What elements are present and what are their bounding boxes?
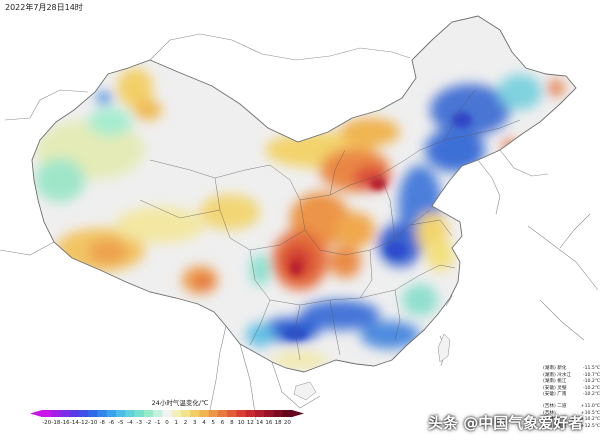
legend-swatch bbox=[273, 410, 284, 417]
legend-tick: -18 bbox=[51, 420, 61, 426]
legend-tick: -3 bbox=[136, 420, 142, 426]
legend-tick: -16 bbox=[60, 420, 70, 426]
taiwan-island bbox=[437, 333, 451, 363]
top-cooling-stations: (湖南) 新化 -11.5℃ (湖南) 冷水江 -10.7℃ (湖南) 桃江 -10.2℃… bbox=[543, 366, 600, 399]
legend-swatch bbox=[125, 410, 135, 417]
legend-arrow-min bbox=[30, 410, 42, 417]
legend-swatch bbox=[282, 410, 293, 417]
legend-tick: 3 bbox=[193, 420, 197, 426]
legend-swatch bbox=[97, 410, 108, 417]
station-value: -10.7℃ bbox=[582, 372, 600, 378]
station-value: -11.5℃ bbox=[582, 366, 600, 371]
legend-swatch bbox=[245, 410, 256, 417]
legend-tick: 18 bbox=[274, 420, 282, 426]
station-value: -10.2℃ bbox=[582, 385, 600, 391]
legend-swatch bbox=[199, 410, 209, 417]
legend-swatch bbox=[106, 410, 117, 417]
station-name: (安徽) 灵璧 bbox=[543, 385, 567, 391]
station-name: (四川) 峨边 bbox=[543, 423, 567, 429]
station-row: (湖南) 新化 -11.5℃ bbox=[543, 366, 600, 373]
legend-title: 24小时气温变化/℃ bbox=[151, 399, 209, 407]
legend-tick: 1 bbox=[174, 420, 179, 426]
station-name: (湖南) 冷水江 bbox=[543, 372, 572, 378]
china-outline bbox=[31, 15, 577, 373]
legend-tick: -20 bbox=[42, 420, 52, 426]
legend-tick: -8 bbox=[99, 420, 105, 426]
station-value: +12.5℃ bbox=[580, 423, 600, 429]
legend-arrow-max bbox=[292, 410, 304, 417]
legend-colorbar bbox=[30, 410, 304, 417]
legend-tick: -6 bbox=[108, 420, 115, 426]
legend-tick: -12 bbox=[79, 420, 89, 426]
legend-swatch bbox=[42, 410, 52, 417]
legend-tick: 12 bbox=[246, 420, 254, 426]
station-row: (湖南) 冷水江 -10.7℃ bbox=[543, 373, 600, 380]
station-name: (吉林) 二道 bbox=[543, 404, 567, 409]
legend-swatch bbox=[171, 410, 182, 417]
station-name: (湖南) 新化 bbox=[543, 366, 567, 371]
station-row: (安徽) 灵璧 -10.2℃ bbox=[543, 386, 600, 393]
legend-tick: -1 bbox=[154, 420, 161, 426]
station-value: -10.2℃ bbox=[582, 379, 600, 385]
legend-swatch bbox=[227, 410, 237, 417]
legend-tick: -5 bbox=[117, 420, 124, 426]
station-row: (四川) 峨边 +12.5℃ bbox=[543, 424, 600, 431]
legend-tick-labels: -20 -18 -16 -14 -12 -10 -8 -6 -5 -4 -3 -2 -1 0 1 2 3 4 5 6 8… bbox=[38, 420, 300, 429]
legend-swatch bbox=[143, 410, 154, 417]
station-row: (湖南) 桃江 -10.2℃ bbox=[543, 379, 600, 386]
legend-swatch bbox=[208, 410, 219, 417]
station-value: +11.0℃ bbox=[580, 404, 600, 409]
legend-tick: 20 bbox=[283, 420, 291, 426]
legend-tick: 14 bbox=[256, 420, 264, 426]
legend-tick: 6 bbox=[220, 420, 225, 426]
legend-tick: 8 bbox=[230, 420, 234, 426]
legend-swatch bbox=[88, 410, 98, 417]
station-value: -10.2℃ bbox=[582, 392, 600, 398]
station-name: (湖南) 桃江 bbox=[543, 379, 567, 385]
top-warming-stations: (吉林) 二道 +11.0℃ (吉林) +10.5℃ (吉林) +10.2℃ (四川) … bbox=[543, 404, 600, 430]
legend-swatch bbox=[236, 410, 247, 417]
province-borders bbox=[139, 89, 521, 361]
map-timestamp: 2022年7月28日14时 bbox=[5, 3, 83, 12]
legend-tick: -2 bbox=[145, 420, 152, 426]
station-value: +10.5℃ bbox=[580, 410, 600, 416]
hainan-island bbox=[293, 381, 317, 401]
legend-swatch bbox=[162, 410, 172, 417]
station-value: +10.2℃ bbox=[580, 417, 600, 423]
station-row: (吉林) +10.2℃ bbox=[543, 417, 600, 424]
legend-swatch bbox=[180, 410, 191, 417]
legend-tick: -4 bbox=[127, 420, 133, 426]
legend-swatch bbox=[264, 410, 274, 417]
legend-swatch bbox=[217, 410, 228, 417]
legend-swatch bbox=[153, 410, 163, 417]
legend-tick: -14 bbox=[69, 420, 79, 426]
legend-tick: 16 bbox=[265, 420, 273, 426]
legend-swatch bbox=[69, 410, 80, 417]
legend-swatch bbox=[60, 410, 71, 417]
station-row: (安徽) 广南 -10.2℃ bbox=[543, 392, 600, 399]
legend-tick: 0 bbox=[165, 420, 169, 426]
station-name: (吉林) bbox=[543, 410, 556, 416]
station-row: (吉林) 二道 +11.0℃ bbox=[543, 404, 600, 411]
station-row: (吉林) +10.5℃ bbox=[543, 411, 600, 418]
legend-swatch bbox=[254, 410, 265, 417]
legend-swatch bbox=[116, 410, 126, 417]
legend-tick: 4 bbox=[202, 420, 206, 426]
legend-swatch bbox=[190, 410, 200, 417]
legend-swatch bbox=[134, 410, 145, 417]
legend-tick: 5 bbox=[211, 420, 216, 426]
legend-swatch bbox=[51, 410, 61, 417]
legend-swatch bbox=[79, 410, 89, 417]
legend-tick: 10 bbox=[237, 420, 245, 426]
legend-tick: 2 bbox=[183, 420, 188, 426]
legend-tick: -10 bbox=[88, 420, 98, 426]
station-name: (吉林) bbox=[543, 417, 556, 423]
watermark: 头条 @中国气象爱好者 bbox=[428, 414, 584, 432]
station-name: (安徽) 广南 bbox=[543, 392, 567, 398]
